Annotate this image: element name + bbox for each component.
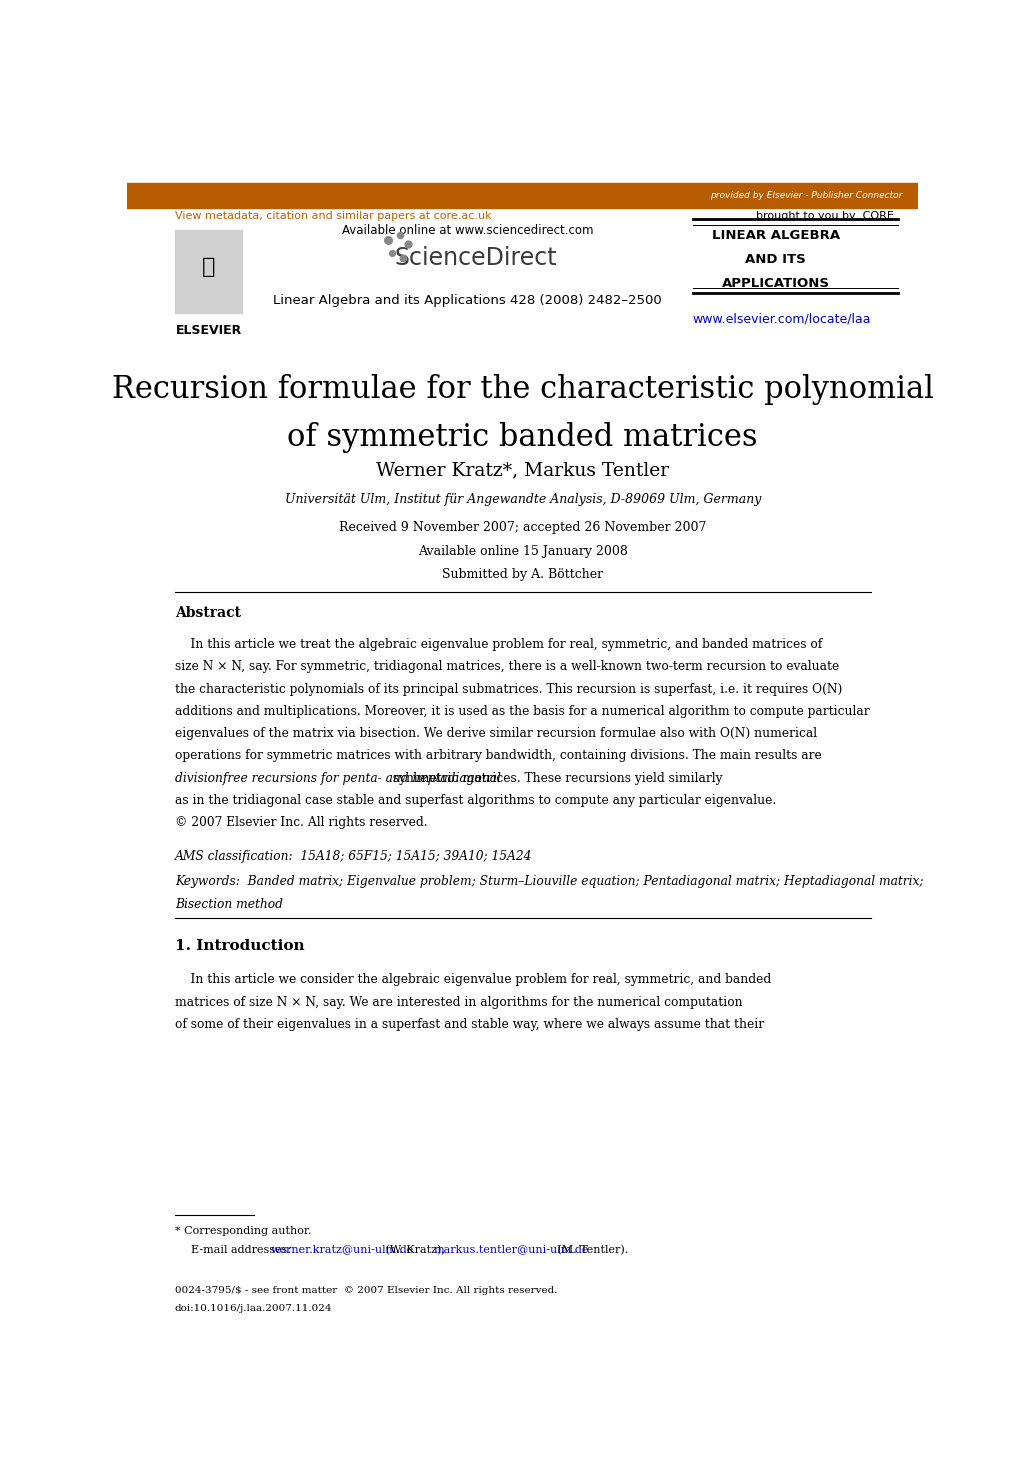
- Text: provided by Elsevier - Publisher Connector: provided by Elsevier - Publisher Connect…: [709, 191, 902, 200]
- Text: 1. Introduction: 1. Introduction: [175, 939, 305, 954]
- Bar: [127, 182, 917, 208]
- Text: Bisection method: Bisection method: [175, 897, 282, 911]
- Text: the characteristic polynomials of its principal submatrices. This recursion is s: the characteristic polynomials of its pr…: [175, 682, 842, 696]
- Text: LINEAR ALGEBRA: LINEAR ALGEBRA: [711, 230, 839, 242]
- Text: of symmetric banded matrices: of symmetric banded matrices: [287, 423, 757, 454]
- Text: of some of their eigenvalues in a superfast and stable way, where we always assu: of some of their eigenvalues in a superf…: [175, 1017, 763, 1031]
- Text: doi:10.1016/j.laa.2007.11.024: doi:10.1016/j.laa.2007.11.024: [175, 1304, 332, 1312]
- Text: (W. Kratz),: (W. Kratz),: [381, 1244, 448, 1255]
- Text: View metadata, citation and similar papers at core.ac.uk: View metadata, citation and similar pape…: [175, 211, 491, 221]
- Text: as in the tridiagonal case stable and superfast algorithms to compute any partic: as in the tridiagonal case stable and su…: [175, 793, 775, 807]
- Text: operations for symmetric matrices with arbitrary bandwidth, containing divisions: operations for symmetric matrices with a…: [175, 749, 821, 762]
- Text: www.elsevier.com/locate/laa: www.elsevier.com/locate/laa: [691, 313, 870, 326]
- Bar: [175, 230, 242, 313]
- Text: Available online at www.sciencedirect.com: Available online at www.sciencedirect.co…: [341, 224, 593, 237]
- Text: © 2007 Elsevier Inc. All rights reserved.: © 2007 Elsevier Inc. All rights reserved…: [175, 816, 427, 829]
- Text: In this article we consider the algebraic eigenvalue problem for real, symmetric: In this article we consider the algebrai…: [175, 973, 770, 986]
- Text: Abstract: Abstract: [175, 607, 240, 620]
- Text: (M. Tentler).: (M. Tentler).: [553, 1244, 628, 1255]
- Text: size N × N, say. For symmetric, tridiagonal matrices, there is a well-known two-: size N × N, say. For symmetric, tridiago…: [175, 660, 839, 673]
- Text: APPLICATIONS: APPLICATIONS: [721, 277, 828, 291]
- Text: Werner Kratz*, Markus Tentler: Werner Kratz*, Markus Tentler: [376, 461, 668, 479]
- Text: additions and multiplications. Moreover, it is used as the basis for a numerical: additions and multiplications. Moreover,…: [175, 704, 869, 718]
- Text: Linear Algebra and its Applications 428 (2008) 2482–2500: Linear Algebra and its Applications 428 …: [273, 295, 661, 307]
- Text: eigenvalues of the matrix via bisection. We derive similar recursion formulae al: eigenvalues of the matrix via bisection.…: [175, 727, 816, 740]
- Text: Keywords:  Banded matrix; Eigenvalue problem; Sturm–Liouville equation; Pentadia: Keywords: Banded matrix; Eigenvalue prob…: [175, 875, 922, 888]
- Text: ELSEVIER: ELSEVIER: [175, 325, 242, 337]
- Text: 0024-3795/$ - see front matter  © 2007 Elsevier Inc. All rights reserved.: 0024-3795/$ - see front matter © 2007 El…: [175, 1286, 557, 1295]
- Text: AMS classification:  15A18; 65F15; 15A15; 39A10; 15A24: AMS classification: 15A18; 65F15; 15A15;…: [175, 850, 532, 863]
- Text: * Corresponding author.: * Corresponding author.: [175, 1226, 311, 1237]
- Text: brought to you by  CORE: brought to you by CORE: [756, 211, 894, 221]
- Text: divisionfree recursions for penta- and heptadiagonal: divisionfree recursions for penta- and h…: [175, 771, 500, 785]
- Text: Available online 15 January 2008: Available online 15 January 2008: [418, 544, 627, 558]
- Text: Submitted by A. Böttcher: Submitted by A. Böttcher: [442, 568, 602, 581]
- Text: werner.kratz@uni-ulm.de: werner.kratz@uni-ulm.de: [271, 1244, 414, 1255]
- Text: ScienceDirect: ScienceDirect: [393, 246, 556, 270]
- Text: AND ITS: AND ITS: [745, 254, 805, 267]
- Text: In this article we treat the algebraic eigenvalue problem for real, symmetric, a: In this article we treat the algebraic e…: [175, 638, 821, 651]
- Text: Universität Ulm, Institut für Angewandte Analysis, D-89069 Ulm, Germany: Universität Ulm, Institut für Angewandte…: [284, 494, 760, 506]
- Text: markus.tentler@uni-ulm.de: markus.tentler@uni-ulm.de: [433, 1244, 588, 1255]
- Text: matrices of size N × N, say. We are interested in algorithms for the numerical c: matrices of size N × N, say. We are inte…: [175, 995, 742, 1008]
- Text: symmetric matrices. These recursions yield similarly: symmetric matrices. These recursions yie…: [388, 771, 721, 785]
- Text: Recursion formulae for the characteristic polynomial: Recursion formulae for the characteristi…: [112, 374, 932, 405]
- Text: E-mail addresses:: E-mail addresses:: [191, 1244, 293, 1255]
- Text: Received 9 November 2007; accepted 26 November 2007: Received 9 November 2007; accepted 26 No…: [338, 521, 706, 534]
- Text: 🌲: 🌲: [202, 258, 215, 277]
